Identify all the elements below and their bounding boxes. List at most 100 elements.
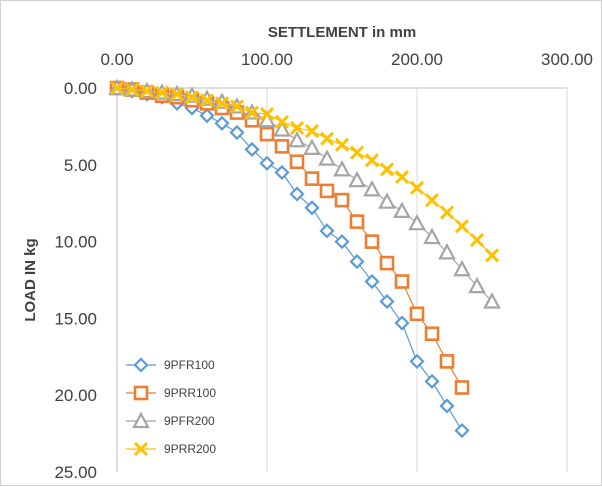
data-point [184,90,200,105]
data-point [289,186,305,202]
data-point [319,223,335,239]
data-point [349,145,365,160]
y-axis-title: LOAD IN kg [22,238,39,321]
data-point [348,170,366,188]
data-point [259,107,275,122]
data-point [363,180,381,197]
series-9PRR100 [109,80,470,395]
data-point [244,141,260,157]
legend-label: 9PRR200 [164,442,216,456]
legend-item: 9PRR200 [126,441,216,457]
legend-label: 9PFR200 [164,414,215,428]
legend-marker [133,441,149,457]
data-point [229,124,245,141]
y-tick-label: 25.00 [54,463,97,482]
data-point [318,149,336,166]
data-point [378,192,396,209]
data-point [379,293,395,310]
data-point [364,153,380,168]
data-point [214,115,230,131]
data-point [394,274,410,289]
data-point [229,99,245,114]
data-point [259,155,275,171]
data-point [349,254,365,270]
data-point [274,164,290,181]
data-point [244,105,260,120]
legend: 9PFR100 9PRR100 9PFR200 9PRR200 [126,357,216,457]
data-point [258,110,276,128]
data-point [109,80,125,96]
data-point [334,234,350,250]
data-point [483,292,501,309]
series-9PRR200 [109,80,500,263]
data-point [319,131,335,146]
data-point [424,193,440,208]
x-tick-label: 300.00 [541,50,593,69]
data-point [469,233,485,248]
data-point [288,130,306,148]
data-point [124,82,140,97]
data-point [334,192,350,208]
data-point [484,248,500,263]
data-point [454,380,470,395]
data-point [199,93,215,108]
axes: 0.00 100.00 200.00 300.00 0.00 5.00 10.00 15.00… [54,50,593,482]
legend-marker [133,357,149,373]
legend-label: 9PFR100 [164,358,215,372]
data-point [364,234,380,249]
data-point [408,213,426,231]
data-point [289,154,305,170]
data-point [139,84,155,99]
y-tick-label: 5.00 [64,156,97,175]
data-point [154,85,170,100]
data-point [274,114,290,129]
y-tick-label: 15.00 [54,309,97,328]
data-point [274,139,290,154]
data-point [454,422,470,439]
x-tick-label: 0.00 [100,50,133,69]
series-9PFR200 [108,78,501,309]
data-point [199,108,215,124]
x-axis-title: SETTLEMENT in mm [268,24,416,41]
data-point [409,353,425,369]
legend-item: 9PFR200 [126,411,215,429]
data-point [468,276,486,294]
data-point [379,255,395,271]
data-point [214,96,230,111]
data-point [259,126,275,142]
data-point [439,398,455,414]
y-tick-label: 10.00 [54,233,97,252]
data-point [424,326,440,342]
data-point [169,87,185,102]
data-point [394,170,410,185]
x-tick-label: 100.00 [241,50,293,69]
data-point [333,160,351,177]
data-point [364,273,380,290]
legend-label: 9PRR100 [164,386,216,400]
data-point [439,354,455,369]
data-point [393,201,411,218]
legend-marker [132,411,150,429]
data-point [423,227,441,245]
data-point [454,219,470,234]
y-tick-label: 0.00 [64,79,97,98]
series-group [108,78,501,439]
data-point [304,123,320,139]
data-point [453,259,471,277]
data-point [409,306,425,322]
data-point [394,315,410,331]
data-point [439,205,455,220]
data-point [289,120,305,135]
data-point [304,171,320,186]
legend-item: 9PFR100 [126,357,215,373]
data-point [409,180,425,195]
series-line [116,87,493,256]
y-tick-label: 20.00 [54,386,97,405]
data-point [424,373,440,389]
data-point [438,243,456,260]
legend-item: 9PRR100 [126,385,216,401]
data-point [273,120,291,137]
data-point [319,183,335,199]
